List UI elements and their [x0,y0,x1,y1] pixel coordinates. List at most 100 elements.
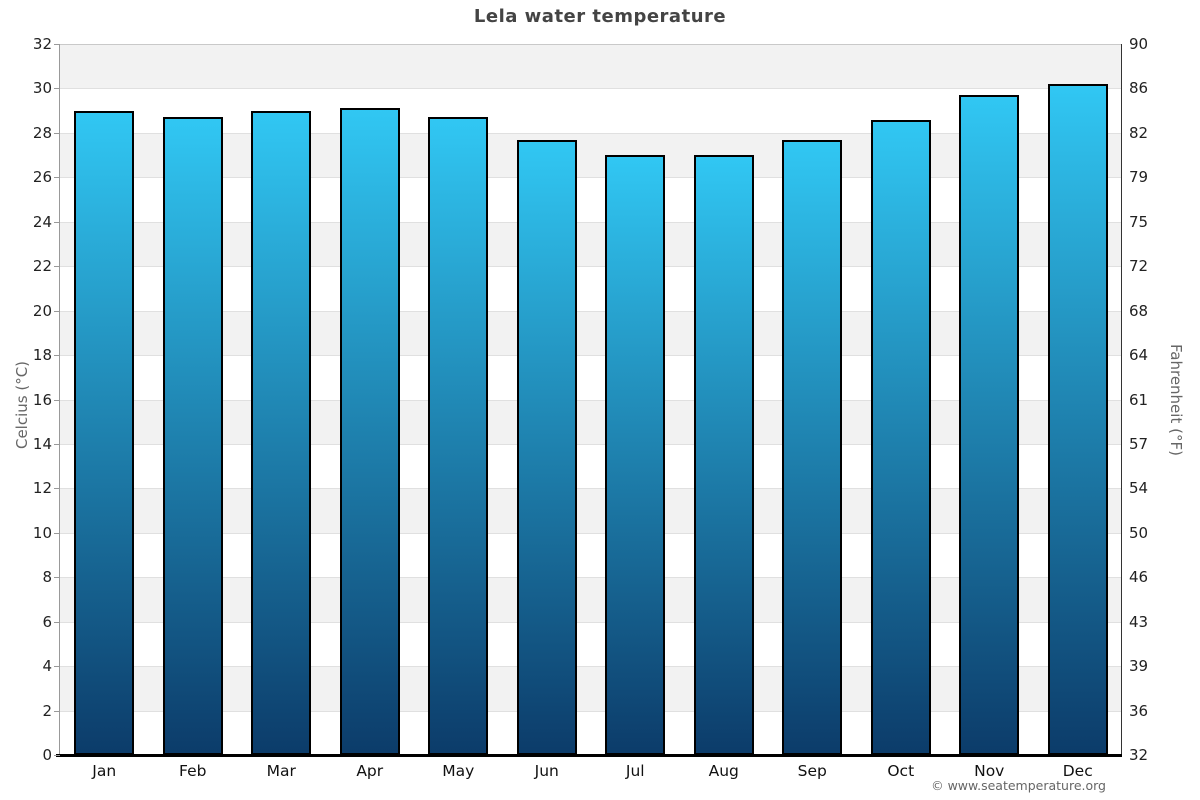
x-tick-label-jul: Jul [625,762,645,780]
bar-mar [251,110,312,755]
right-axis-line [1121,44,1122,755]
y-tick-mark-30c [54,88,60,90]
x-axis-baseline [56,754,1122,757]
y-tick-label-celsius-24: 24 [32,212,52,231]
plot-top-border [60,44,1122,45]
gridline-24c [60,221,1122,223]
chart-title: Lela water temperature [473,6,727,27]
y-tick-label-celsius-14: 14 [32,434,52,453]
x-tick-label-mar: Mar [266,762,296,780]
y-tick-label-celsius-8: 8 [42,568,52,587]
bar-feb [162,117,223,755]
bar-jun [516,139,577,755]
gridline-30c [60,88,1122,90]
y-tick-mark-18c [54,355,60,357]
y-tick-mark-20c [54,310,60,312]
x-tick-label-nov: Nov [974,762,1005,780]
background-band [60,310,1122,356]
y-tick-mark-12c [54,488,60,490]
x-tick-label-may: May [442,762,475,780]
y-tick-label-fahrenheit-36: 36 [1129,701,1149,720]
y-tick-mark-2c [54,710,60,712]
x-tick-label-feb: Feb [179,762,207,780]
y-tick-label-fahrenheit-79: 79 [1129,168,1149,187]
background-band [60,577,1122,622]
y-tick-mark-22c [54,266,60,268]
background-band [60,266,1122,311]
y-tick-label-fahrenheit-75: 75 [1129,212,1149,231]
y-tick-label-fahrenheit-43: 43 [1129,612,1149,631]
bar-apr [339,108,400,755]
y-tick-label-fahrenheit-50: 50 [1129,523,1149,542]
y-tick-label-celsius-4: 4 [42,657,52,676]
x-tick-label-jun: Jun [534,762,559,780]
bar-jan [74,110,135,755]
background-band [60,621,1122,667]
y-tick-label-fahrenheit-90: 90 [1129,35,1149,53]
plot-area [60,44,1122,755]
background-band [60,88,1122,133]
y-tick-mark-32c [54,44,60,45]
gridline-2c [60,710,1122,712]
y-tick-label-celsius-26: 26 [32,168,52,187]
y-tick-label-celsius-10: 10 [32,523,52,542]
background-band [60,532,1122,578]
x-tick-label-oct: Oct [887,762,915,780]
y-tick-label-celsius-18: 18 [32,346,52,365]
gridline-18c [60,355,1122,357]
y-tick-mark-16c [54,399,60,401]
background-band [60,44,1122,89]
y-tick-label-fahrenheit-32: 32 [1129,746,1149,764]
bar-sep [782,139,843,755]
y-tick-label-celsius-12: 12 [32,479,52,498]
y-tick-mark-6c [54,621,60,623]
y-tick-label-celsius-16: 16 [32,390,52,409]
y-tick-label-celsius-22: 22 [32,257,52,276]
y-tick-mark-0c [54,755,60,756]
background-band [60,132,1122,178]
y-tick-label-celsius-20: 20 [32,301,52,320]
y-tick-label-fahrenheit-39: 39 [1129,657,1149,676]
x-tick-label-sep: Sep [797,762,827,780]
x-tick-label-aug: Aug [708,762,739,780]
gridline-14c [60,443,1122,445]
y-tick-mark-14c [54,443,60,445]
gridline-4c [60,666,1122,668]
y-tick-mark-24c [54,221,60,223]
copyright-text: © www.seatemperature.org [931,778,1106,793]
gridline-16c [60,399,1122,401]
gridline-6c [60,621,1122,623]
y-tick-mark-28c [54,132,60,134]
background-band [60,488,1122,533]
background-band [60,443,1122,489]
bar-dec [1047,84,1108,755]
y-tick-label-fahrenheit-46: 46 [1129,568,1149,587]
y-tick-label-celsius-6: 6 [42,612,52,631]
background-band [60,710,1122,755]
gridline-10c [60,532,1122,534]
y-tick-label-fahrenheit-72: 72 [1129,257,1149,276]
y-tick-label-fahrenheit-54: 54 [1129,479,1149,498]
y-tick-label-celsius-28: 28 [32,123,52,142]
x-tick-label-dec: Dec [1062,762,1093,780]
background-band [60,355,1122,400]
y-tick-mark-4c [54,666,60,668]
gridline-8c [60,577,1122,579]
y-tick-mark-10c [54,532,60,534]
bar-aug [693,155,754,755]
y-tick-label-fahrenheit-61: 61 [1129,390,1149,409]
x-tick-label-jan: Jan [92,762,117,780]
y-tick-label-celsius-2: 2 [42,701,52,720]
background-band [60,177,1122,222]
gridline-26c [60,177,1122,179]
background-band [60,666,1122,711]
bar-may [428,117,489,755]
gridline-22c [60,266,1122,268]
gridline-12c [60,488,1122,490]
y-tick-label-fahrenheit-86: 86 [1129,79,1149,98]
x-tick-label-apr: Apr [356,762,384,780]
y-tick-label-celsius-0: 0 [42,746,52,764]
y-tick-label-fahrenheit-68: 68 [1129,301,1149,320]
y-tick-mark-8c [54,577,60,579]
